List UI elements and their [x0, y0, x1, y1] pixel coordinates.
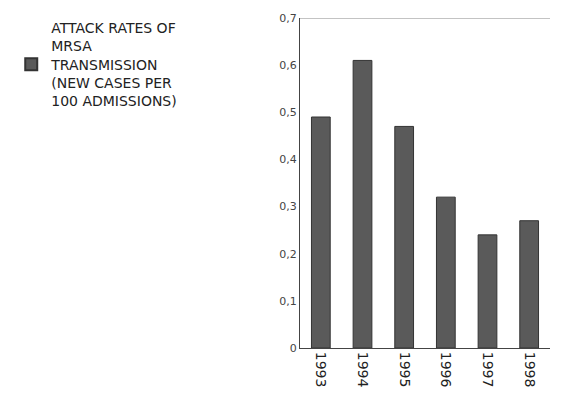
svg-text:0: 0	[290, 342, 297, 355]
svg-text:1996: 1996	[438, 352, 454, 388]
svg-text:0,1: 0,1	[279, 295, 297, 308]
svg-text:1994: 1994	[355, 352, 371, 388]
svg-text:0,4: 0,4	[279, 153, 297, 166]
svg-text:0,5: 0,5	[279, 106, 297, 119]
svg-text:1993: 1993	[313, 352, 329, 388]
svg-text:1997: 1997	[480, 352, 496, 388]
svg-text:0,3: 0,3	[279, 200, 297, 213]
svg-text:1998: 1998	[522, 352, 538, 388]
svg-text:0,6: 0,6	[279, 59, 297, 72]
svg-text:ATTACK RATES OFMRSATRANSMISSIO: ATTACK RATES OFMRSATRANSMISSION(NEW CASE…	[50, 20, 176, 109]
svg-text:0,7: 0,7	[279, 12, 297, 25]
svg-text:0,2: 0,2	[279, 248, 297, 261]
svg-text:1995: 1995	[397, 352, 413, 388]
